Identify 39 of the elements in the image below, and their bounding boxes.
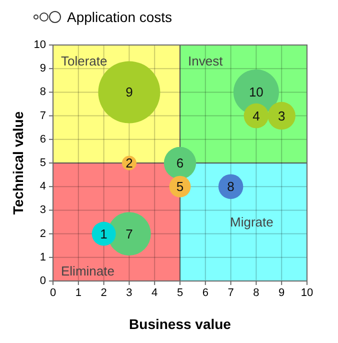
x-tick-label: 9 [278, 287, 285, 299]
x-tick-label: 7 [228, 287, 234, 299]
x-tick-label: 3 [126, 287, 132, 299]
y-tick-label: 10 [34, 39, 46, 51]
x-tick-label: 10 [300, 287, 314, 299]
y-tick-label: 6 [40, 133, 46, 146]
text: Application costs [67, 9, 172, 25]
annotation: Tolerate [61, 54, 108, 68]
annotation: Eliminate [61, 264, 114, 278]
y-tick-label: 2 [40, 228, 46, 240]
annotation: 8 [227, 179, 234, 194]
annotation: 1 [100, 226, 108, 242]
x-tick-label: 0 [50, 287, 56, 299]
annotation: 6 [176, 156, 184, 170]
annotation: 7 [126, 226, 133, 242]
y-tick-label: 0 [40, 275, 46, 287]
x-tick-label: 2 [100, 287, 107, 299]
x-tick-label: 6 [202, 287, 208, 299]
y-tick-label: 3 [40, 204, 46, 216]
y-tick-label: 8 [40, 86, 46, 98]
annotation: 2 [126, 156, 133, 170]
x-axis-title: Business value [129, 316, 232, 332]
annotation: Migrate [230, 214, 274, 230]
y-tick-label: 9 [40, 62, 46, 75]
y-tick-label: 7 [40, 110, 46, 122]
annotation: 4 [252, 108, 260, 124]
x-tick-label: 1 [75, 287, 82, 299]
y-tick-label: 5 [40, 157, 46, 169]
y-tick-label: 4 [40, 180, 46, 193]
x-tick-label: 8 [253, 287, 260, 299]
y-axis-title: Technical value [10, 111, 26, 215]
annotation: 10 [248, 84, 264, 100]
annotation: 9 [126, 84, 133, 100]
x-tick-label: 4 [152, 287, 158, 299]
annotation: 5 [176, 179, 184, 194]
annotation: 3 [278, 108, 286, 124]
y-tick-label: 1 [40, 251, 46, 264]
x-tick-label: 5 [176, 287, 184, 299]
annotation: Invest [188, 54, 224, 68]
